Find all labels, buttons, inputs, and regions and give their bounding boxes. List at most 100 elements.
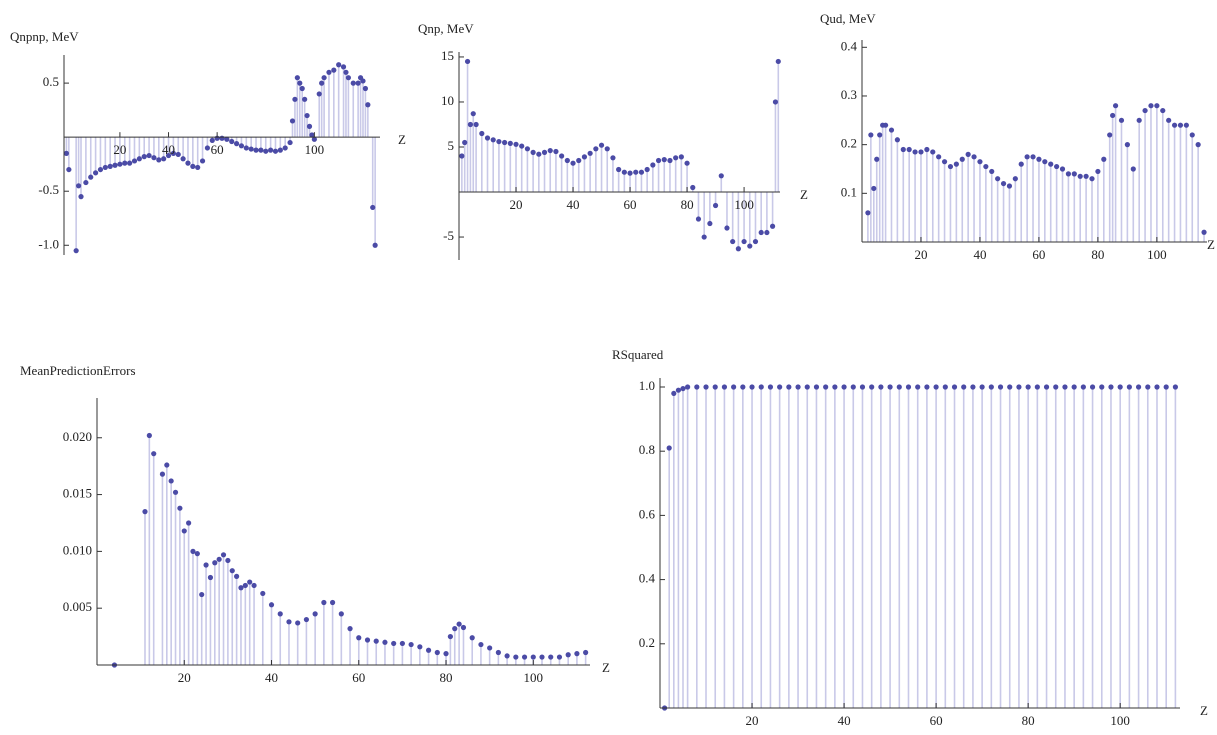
point: [587, 150, 593, 156]
x-tick-label: 80: [440, 670, 453, 685]
point: [536, 151, 542, 157]
point: [650, 162, 656, 168]
point: [1117, 384, 1123, 390]
point: [321, 75, 327, 81]
point: [303, 616, 310, 623]
point: [165, 152, 172, 159]
point: [915, 384, 921, 390]
y-tick-label: 0.8: [639, 442, 655, 457]
x-axis-title: Z: [1207, 237, 1215, 252]
x-tick-label: 20: [510, 197, 523, 212]
point: [678, 154, 684, 160]
point: [159, 471, 166, 477]
x-tick-label: 100: [1147, 247, 1167, 262]
point: [216, 556, 222, 562]
point: [311, 136, 317, 142]
point: [894, 137, 900, 143]
point: [338, 611, 344, 617]
point: [583, 649, 589, 656]
point: [127, 160, 133, 166]
point: [1166, 117, 1172, 123]
point: [598, 142, 605, 148]
point: [556, 654, 563, 660]
point: [350, 80, 356, 86]
point: [229, 568, 235, 574]
point: [136, 156, 142, 162]
point: [473, 121, 479, 128]
point: [408, 641, 414, 648]
point: [372, 242, 378, 248]
point: [1016, 384, 1022, 390]
point: [1154, 103, 1160, 109]
point: [195, 164, 201, 171]
point: [63, 150, 70, 156]
point: [340, 64, 347, 70]
x-axis-title: Z: [800, 187, 808, 202]
x-tick-label: 100: [734, 197, 754, 212]
point: [464, 58, 471, 65]
x-tick-label: 20: [914, 247, 927, 262]
point: [1110, 112, 1116, 119]
point: [309, 132, 315, 138]
point: [1201, 229, 1207, 235]
point: [959, 156, 965, 162]
y-tick-label: -1.0: [38, 236, 59, 251]
point: [180, 156, 186, 162]
y-tick-label: 0.020: [63, 429, 92, 444]
point: [434, 649, 440, 656]
point: [141, 154, 147, 160]
point: [1024, 154, 1030, 160]
point: [941, 159, 948, 165]
point: [832, 384, 838, 390]
x-tick-label: 60: [211, 142, 224, 157]
point: [1089, 384, 1096, 390]
point: [593, 146, 599, 152]
point: [775, 58, 781, 65]
point: [1108, 384, 1114, 390]
point: [1036, 156, 1042, 162]
point: [896, 384, 902, 390]
point: [869, 384, 875, 390]
point: [207, 574, 214, 581]
y-tick-label: 0.2: [639, 635, 655, 650]
point: [633, 169, 639, 175]
point: [1195, 142, 1201, 148]
point: [272, 148, 279, 154]
point: [604, 146, 610, 152]
point: [621, 169, 627, 175]
point: [1000, 180, 1007, 187]
point: [1189, 132, 1195, 138]
point: [469, 635, 475, 641]
y-tick-label: 10: [441, 93, 454, 108]
point: [680, 385, 686, 392]
x-tick-label: 60: [930, 713, 943, 728]
point: [574, 651, 580, 657]
x-tick-label: 60: [352, 670, 365, 685]
point: [1089, 176, 1095, 182]
point: [741, 238, 747, 245]
y-tick-label: -5: [443, 228, 454, 243]
point: [912, 149, 918, 155]
y-tick-label: 0.2: [841, 136, 857, 151]
point: [936, 154, 942, 160]
point: [496, 138, 502, 145]
point: [767, 384, 774, 390]
point: [268, 147, 274, 153]
point: [1101, 156, 1107, 162]
point: [1071, 171, 1077, 177]
point: [644, 166, 650, 173]
point: [1059, 166, 1066, 172]
point: [299, 85, 305, 92]
point: [117, 161, 123, 167]
point: [238, 585, 244, 591]
x-tick-label: 100: [524, 670, 544, 685]
point: [161, 156, 167, 162]
point: [204, 145, 211, 151]
point: [878, 384, 884, 390]
point: [541, 149, 548, 155]
point: [1172, 384, 1178, 390]
x-tick-label: 80: [681, 197, 694, 212]
point: [447, 633, 453, 640]
point: [1065, 171, 1072, 177]
